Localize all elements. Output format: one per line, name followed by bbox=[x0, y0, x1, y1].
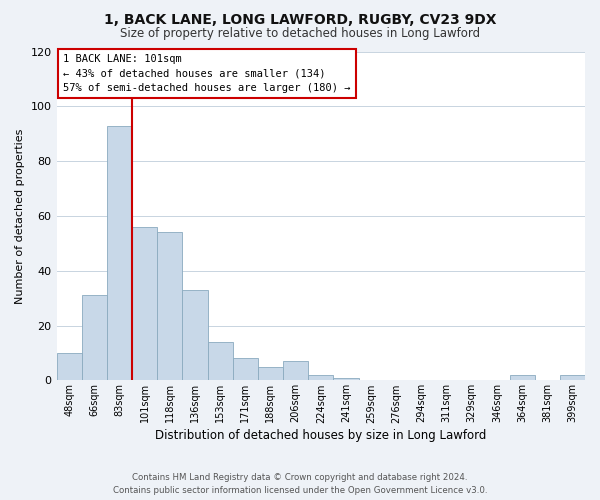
Bar bbox=[157, 232, 182, 380]
Text: 1, BACK LANE, LONG LAWFORD, RUGBY, CV23 9DX: 1, BACK LANE, LONG LAWFORD, RUGBY, CV23 … bbox=[104, 12, 496, 26]
Bar bbox=[509, 375, 535, 380]
X-axis label: Distribution of detached houses by size in Long Lawford: Distribution of detached houses by size … bbox=[155, 430, 487, 442]
Bar bbox=[107, 126, 132, 380]
Bar bbox=[560, 375, 585, 380]
Bar bbox=[182, 290, 208, 380]
Bar bbox=[132, 227, 157, 380]
Text: 1 BACK LANE: 101sqm
← 43% of detached houses are smaller (134)
57% of semi-detac: 1 BACK LANE: 101sqm ← 43% of detached ho… bbox=[63, 54, 350, 93]
Bar bbox=[308, 375, 334, 380]
Bar bbox=[233, 358, 258, 380]
Y-axis label: Number of detached properties: Number of detached properties bbox=[15, 128, 25, 304]
Bar bbox=[283, 361, 308, 380]
Text: Contains HM Land Registry data © Crown copyright and database right 2024.
Contai: Contains HM Land Registry data © Crown c… bbox=[113, 474, 487, 495]
Bar bbox=[334, 378, 359, 380]
Bar bbox=[258, 366, 283, 380]
Bar bbox=[82, 296, 107, 380]
Text: Size of property relative to detached houses in Long Lawford: Size of property relative to detached ho… bbox=[120, 28, 480, 40]
Bar bbox=[208, 342, 233, 380]
Bar bbox=[56, 353, 82, 380]
